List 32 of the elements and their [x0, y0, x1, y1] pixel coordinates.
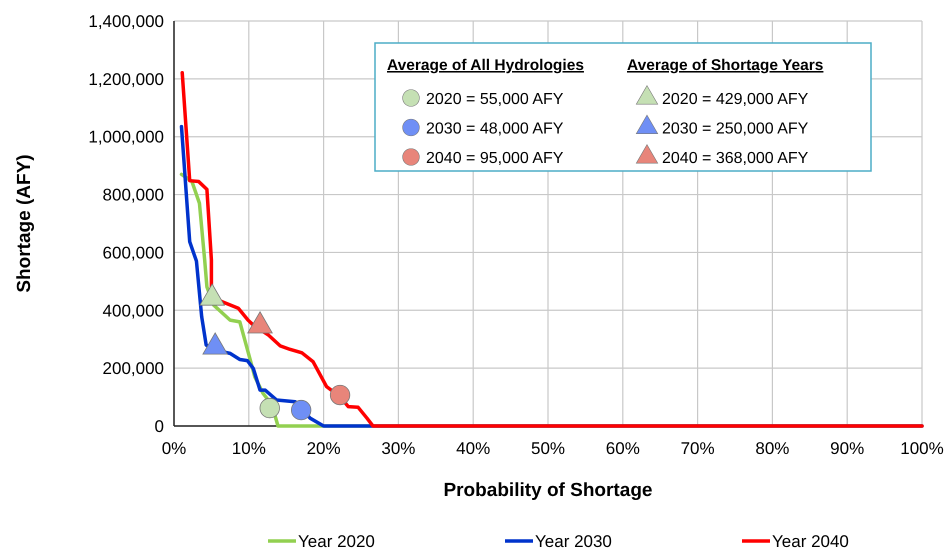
y-tick-label: 800,000 — [102, 186, 164, 205]
y-tick-label: 200,000 — [102, 359, 164, 378]
legend-label: Year 2030 — [535, 532, 612, 551]
y-tick-label: 1,400,000 — [88, 12, 164, 31]
x-tick-label: 30% — [381, 439, 416, 458]
legend-label: 2030 = 250,000 AFY — [662, 120, 809, 138]
annotation: Average of Shortage Years — [627, 57, 824, 74]
legend-label: 2040 = 95,000 AFY — [426, 150, 564, 167]
legend-label: 2020 = 55,000 AFY — [426, 91, 564, 108]
y-tick-label: 400,000 — [102, 301, 164, 320]
x-tick-label: 100% — [900, 439, 944, 458]
y-tick-label: 1,000,000 — [88, 128, 164, 147]
legend-label: Year 2020 — [298, 532, 375, 551]
x-tick-label: 60% — [606, 439, 640, 458]
x-tick-label: 20% — [306, 439, 341, 458]
x-tick-label: 80% — [755, 439, 790, 458]
annotation: Average of All Hydrologies — [387, 57, 584, 74]
x-tick-label: 70% — [680, 439, 715, 458]
x-tick-label: 40% — [456, 439, 490, 458]
legend-label: 2030 = 48,000 AFY — [426, 120, 564, 138]
x-tick-label: 10% — [232, 439, 266, 458]
y-tick-label: 1,200,000 — [88, 70, 164, 89]
legend-label: 2040 = 368,000 AFY — [662, 150, 809, 167]
y-tick-label: 600,000 — [102, 243, 164, 262]
y-axis-title: Shortage (AFY) — [14, 154, 35, 293]
x-tick-label: 0% — [162, 439, 186, 458]
y-tick-label: 0 — [154, 417, 164, 436]
x-tick-label: 90% — [830, 439, 864, 458]
legend-label: 2020 = 429,000 AFY — [662, 91, 809, 108]
x-axis-title: Probability of Shortage — [443, 480, 653, 501]
legend-label: Year 2040 — [772, 532, 849, 551]
x-tick-label: 50% — [530, 439, 566, 458]
